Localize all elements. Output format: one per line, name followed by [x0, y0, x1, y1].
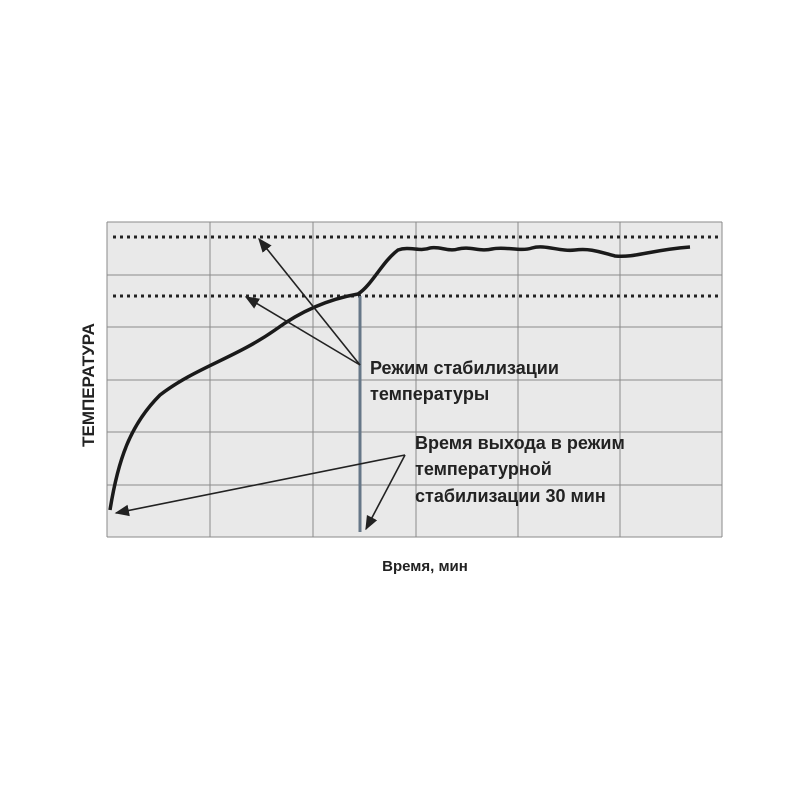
temperature-curve — [108, 245, 691, 511]
arrows — [114, 237, 406, 531]
annotation-line: Время выхода в режим — [415, 433, 625, 453]
annotation-line: температурной — [415, 459, 552, 479]
annotation-line: стабилизации 30 мин — [415, 486, 606, 506]
x-axis-label: Время, мин — [382, 558, 468, 575]
y-axis-label: ТЕМПЕРАТУРА — [79, 323, 98, 447]
grid — [106, 221, 723, 538]
annotation-line: температуры — [370, 384, 489, 404]
annotation-line: Режим стабилизации — [370, 358, 559, 378]
